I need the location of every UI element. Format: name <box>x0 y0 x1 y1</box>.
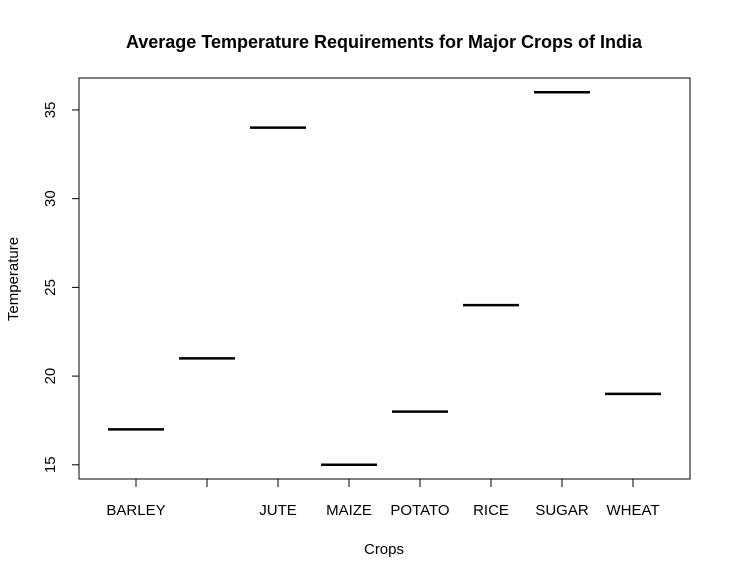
y-tick-label: 25 <box>42 279 59 296</box>
x-tick-label: RICE <box>473 502 509 519</box>
y-tick-label: 35 <box>42 102 59 119</box>
y-tick-label: 30 <box>42 190 59 207</box>
data-marks <box>108 90 661 467</box>
y-tick-label: 20 <box>42 368 59 385</box>
y-tick-label: 15 <box>42 456 59 473</box>
x-tick-label: POTATO <box>390 502 449 519</box>
plot-frame <box>78 77 691 480</box>
x-tick-label: MAIZE <box>326 502 372 519</box>
x-tick-label: WHEAT <box>606 502 659 519</box>
y-axis-label: Temperature <box>5 237 22 321</box>
x-tick-label: JUTE <box>259 502 297 519</box>
x-axis: BARLEY JUTE MAIZE POTATO RICE SUGAR WHEAT <box>106 478 660 519</box>
x-tick-label: SUGAR <box>535 502 589 519</box>
chart-title: Average Temperature Requirements for Maj… <box>126 32 643 52</box>
x-axis-label: Crops <box>364 541 404 558</box>
y-axis: 15 20 25 30 35 <box>42 102 80 473</box>
x-tick-label: BARLEY <box>106 502 165 519</box>
